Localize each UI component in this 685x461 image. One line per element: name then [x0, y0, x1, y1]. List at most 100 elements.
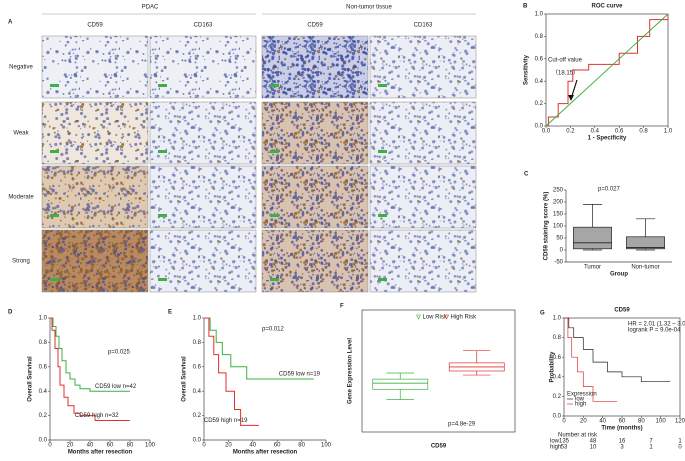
curve [204, 317, 314, 380]
curve [545, 13, 669, 127]
y-axis-label: Overall Survival [28, 356, 34, 402]
legend-marker [444, 314, 449, 320]
y-tick-label: 0.2 [553, 394, 562, 400]
annotation: p=0.027 [598, 187, 621, 193]
y-tick-label: 1.0 [193, 316, 202, 322]
x-tick-label: 1.0 [664, 129, 673, 135]
scale-bar [270, 278, 279, 281]
x-axis-label: Months after resection [233, 450, 298, 456]
scale-bar [50, 84, 59, 87]
x-tick-label: 80 [298, 443, 305, 449]
y-tick-label: 0.2 [39, 413, 48, 419]
column-header: CD59 [307, 23, 323, 29]
scale-bar [50, 278, 59, 281]
y-tick-label: 1.0 [39, 316, 48, 322]
y-tick-label: 0.0 [535, 124, 544, 130]
x-axis-label: Group [610, 272, 628, 278]
y-tick-label: 0.6 [553, 355, 562, 361]
legend-label: CD59 high n=32 [75, 413, 119, 419]
scale-bar [158, 278, 167, 281]
x-tick-label: 20 [225, 443, 232, 449]
risk-count: 16 [619, 439, 626, 445]
curve [564, 317, 671, 383]
row-label: Strong [12, 259, 30, 265]
annotation: p=4.8e-29 [448, 422, 476, 428]
row-label: Negative [9, 65, 33, 71]
scale-bar [158, 214, 167, 217]
cutoff-arrowhead [568, 95, 574, 101]
micrograph [369, 165, 477, 229]
micrograph [41, 165, 149, 229]
scale-bar [158, 150, 167, 153]
x-tick-label: 80 [638, 419, 645, 425]
plot-frame [361, 309, 516, 433]
x-tick-label: 0.6 [615, 129, 624, 135]
micrograph [261, 165, 369, 229]
y-tick-label: 0.8 [39, 340, 48, 346]
group-header: PDAC [142, 5, 159, 11]
x-tick-label: 60 [619, 419, 626, 425]
legend-label: high [575, 402, 586, 408]
curve [204, 317, 259, 426]
y-tick-label: 0.4 [193, 389, 202, 395]
row-label: Moderate [8, 195, 34, 201]
panel-label: A [8, 20, 13, 26]
x-tick-label: 0.8 [639, 129, 648, 135]
y-tick-label: 0.4 [553, 374, 562, 380]
x-tick-label: Tumor [584, 265, 601, 271]
x-axis-label: CD59 [431, 444, 447, 450]
annotation: HR = 2.01 (1.32 – 3.02) [628, 322, 685, 328]
x-tick-label: 0.4 [591, 129, 600, 135]
y-tick-label: 100 [553, 224, 564, 230]
x-tick-label: 0 [202, 443, 206, 449]
chart-title: CD59 [614, 308, 630, 314]
column-header: CD163 [414, 23, 433, 29]
x-tick-label: 80 [127, 443, 134, 449]
y-tick-label: 200 [553, 200, 564, 206]
curve [546, 14, 669, 127]
y-tick-label: 0.6 [535, 56, 544, 62]
x-tick-label: 40 [87, 443, 94, 449]
x-tick-label: 60 [107, 443, 114, 449]
y-axis-label: Sensitivity [524, 54, 530, 85]
scale-bar [270, 84, 279, 87]
x-tick-label: 20 [580, 419, 587, 425]
x-tick-label: 0.0 [542, 129, 551, 135]
micrograph [261, 35, 369, 99]
y-axis-label: Overall Survival [182, 356, 188, 402]
plot-frame [545, 13, 669, 127]
risk-count: 53 [561, 445, 568, 451]
annotation: p=0.012 [262, 327, 285, 333]
legend-label: CD59 low n=19 [279, 372, 321, 378]
y-tick-label: 0.8 [193, 340, 202, 346]
y-tick-label: 1.0 [535, 12, 544, 18]
x-tick-label: 60 [274, 443, 281, 449]
panel-label: F [340, 304, 344, 310]
box [573, 226, 612, 250]
micrograph [261, 229, 369, 293]
y-tick-label: 0.2 [193, 413, 202, 419]
risk-row-name: high [550, 445, 561, 451]
annotation: （18.15） [552, 70, 579, 77]
risk-count: 10 [590, 445, 597, 451]
row-label: Weak [13, 131, 29, 137]
legend-label: CD59 high n=19 [204, 418, 248, 424]
x-axis-label: 1 - Specificity [588, 136, 627, 142]
scale-bar [270, 150, 279, 153]
column-header: CD59 [87, 23, 103, 29]
y-tick-label: 0.6 [39, 364, 48, 370]
micrograph [149, 165, 257, 229]
micrograph [369, 101, 477, 165]
axes [565, 190, 672, 263]
micrograph [41, 35, 149, 99]
micrograph [149, 35, 257, 99]
x-tick-label: 20 [67, 443, 74, 449]
y-tick-label: 150 [553, 212, 564, 218]
y-tick-label: 0.2 [535, 101, 544, 107]
y-tick-label: 1.0 [553, 316, 562, 322]
risk-row-name: low [550, 439, 560, 445]
x-tick-label: 120 [675, 419, 685, 425]
y-tick-label: 250 [553, 188, 564, 194]
x-tick-label: 0 [562, 419, 566, 425]
